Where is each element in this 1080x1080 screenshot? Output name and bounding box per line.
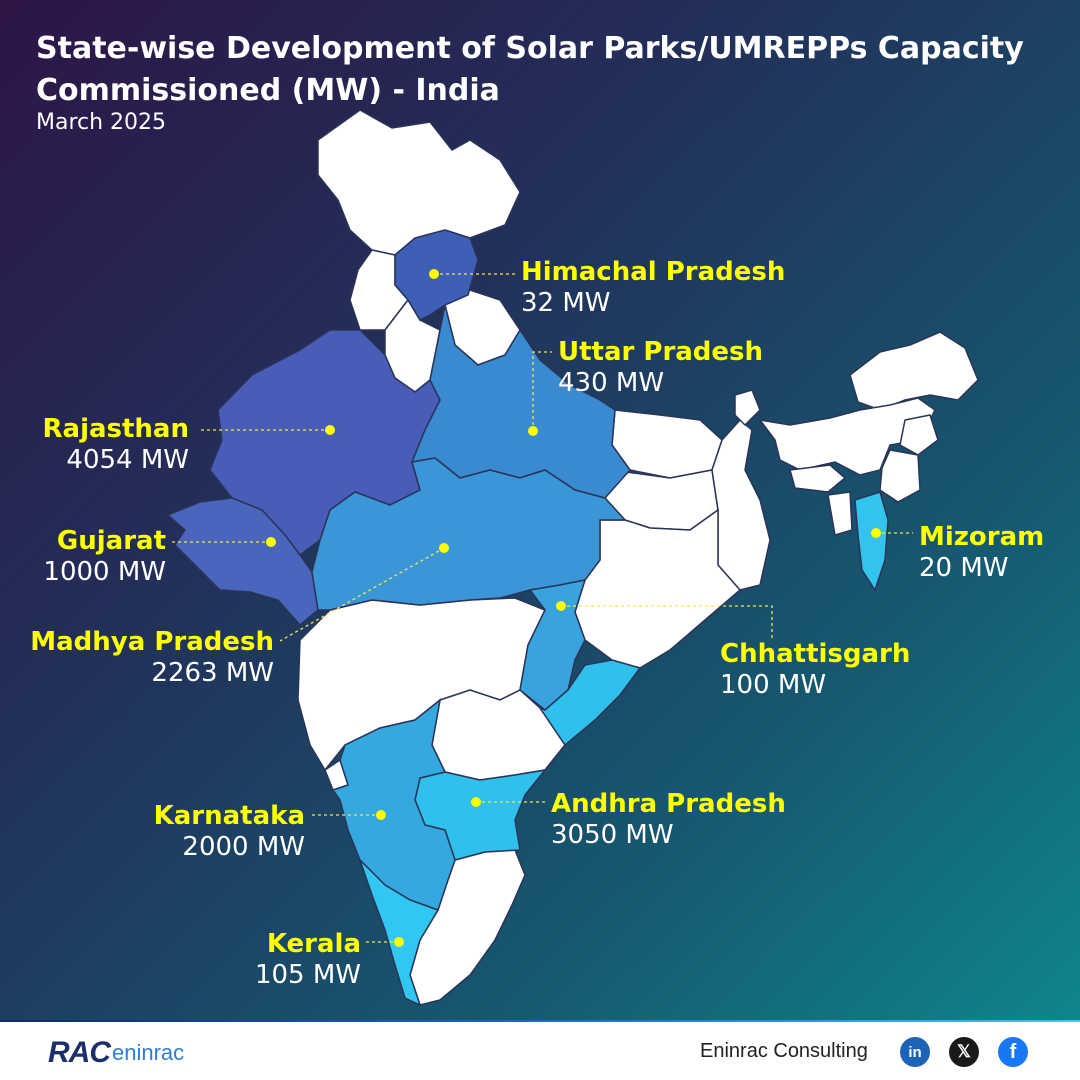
label-kerala-name: Kerala xyxy=(267,929,361,959)
marker-rajasthan xyxy=(325,425,335,435)
state-madhya-pradesh xyxy=(311,457,627,611)
label-gujarat-value: 1000 MW xyxy=(43,557,166,587)
label-rajasthan-value: 4054 MW xyxy=(66,445,189,475)
region-tripura xyxy=(827,491,853,536)
region-meghalaya xyxy=(789,464,847,493)
label-chhattisgarh-name: Chhattisgarh xyxy=(720,639,910,669)
marker-karnataka xyxy=(376,810,386,820)
label-himachal-value: 32 MW xyxy=(521,288,611,318)
marker-kerala xyxy=(394,937,404,947)
state-labels: Himachal Pradesh 32 MW Uttar Pradesh 430… xyxy=(30,257,1044,990)
x-icon[interactable]: 𝕏 xyxy=(949,1037,979,1067)
linkedin-icon[interactable]: in xyxy=(900,1037,930,1067)
marker-uttar xyxy=(528,426,538,436)
region-sikkim xyxy=(734,389,761,427)
leader-chhattisgarh xyxy=(561,605,773,640)
label-himachal-name: Himachal Pradesh xyxy=(521,257,785,287)
marker-mizoram xyxy=(871,528,881,538)
leader-uttar xyxy=(532,351,552,431)
marker-chhattisgarh xyxy=(556,601,566,611)
leader-madhya xyxy=(279,547,445,642)
label-rajasthan-name: Rajasthan xyxy=(43,414,190,444)
state-kerala xyxy=(359,859,440,1007)
facebook-icon[interactable]: f xyxy=(998,1037,1028,1067)
region-jammu-kashmir xyxy=(317,109,521,256)
label-madhya-name: Madhya Pradesh xyxy=(30,627,274,657)
state-chhattisgarh xyxy=(519,579,587,711)
label-mizoram-name: Mizoram xyxy=(919,522,1044,552)
state-karnataka xyxy=(331,698,456,911)
logo-mark: RAC xyxy=(48,1036,111,1069)
label-andhra-value: 3050 MW xyxy=(551,820,674,850)
state-gujarat xyxy=(166,497,319,627)
region-nagaland xyxy=(899,414,939,456)
marker-himachal xyxy=(429,269,439,279)
marker-gujarat xyxy=(266,537,276,547)
label-karnataka-name: Karnataka xyxy=(154,801,305,831)
region-manipur xyxy=(879,449,921,503)
eninrac-logo: RAC eninrac xyxy=(48,1036,184,1070)
state-mizoram xyxy=(854,491,889,592)
label-mizoram-value: 20 MW xyxy=(919,553,1009,583)
label-uttar-name: Uttar Pradesh xyxy=(558,337,763,367)
label-kerala-value: 105 MW xyxy=(255,960,361,990)
map-landmass xyxy=(297,109,979,1006)
leader-lines xyxy=(172,273,913,943)
label-madhya-value: 2263 MW xyxy=(151,658,274,688)
label-andhra-name: Andhra Pradesh xyxy=(551,789,786,819)
page-subtitle: March 2025 xyxy=(36,110,167,135)
highlighted-states xyxy=(166,229,889,1007)
label-gujarat-name: Gujarat xyxy=(57,526,166,556)
page-title: State-wise Development of Solar Parks/UM… xyxy=(36,31,1024,108)
region-west-bengal xyxy=(711,418,771,591)
marker-andhra xyxy=(471,797,481,807)
state-markers xyxy=(266,269,881,947)
brand-name: Eninrac Consulting xyxy=(700,1040,868,1062)
label-uttar-value: 430 MW xyxy=(558,368,664,398)
label-karnataka-value: 2000 MW xyxy=(182,832,305,862)
logo-name: eninrac xyxy=(112,1040,185,1065)
label-chhattisgarh-value: 100 MW xyxy=(720,670,826,700)
marker-madhya xyxy=(439,543,449,553)
state-andhra-pradesh xyxy=(414,659,642,861)
